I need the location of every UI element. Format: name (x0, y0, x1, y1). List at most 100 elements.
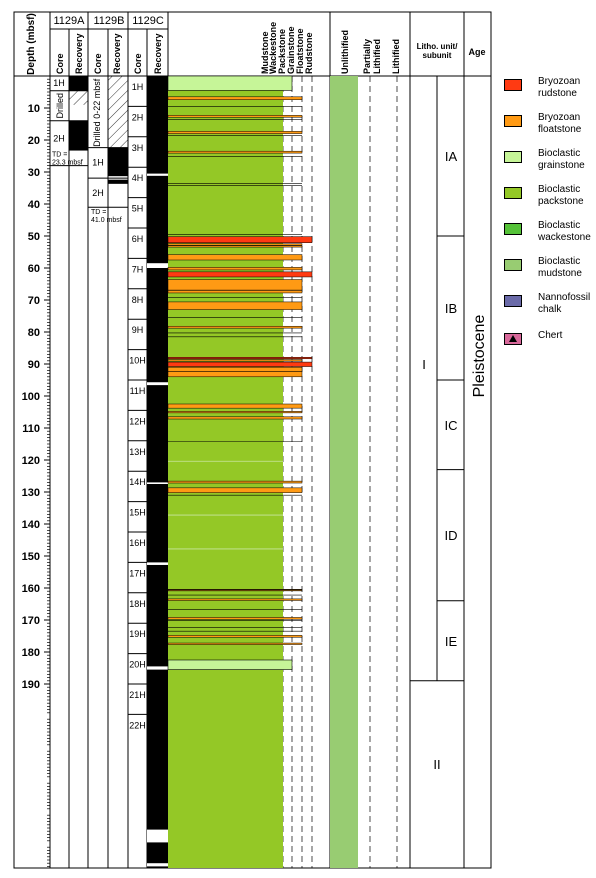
core-label: 1H (92, 157, 104, 167)
rudstone-bed (167, 236, 313, 243)
texture-header-grainstone: Grainstone (286, 26, 296, 74)
subunit-label: IB (445, 301, 457, 316)
rudstone-bed (167, 361, 313, 367)
legend-label: Bioclastic grainstone (538, 148, 585, 171)
legend-item: Bryozoan rudstone (500, 76, 596, 112)
legend-swatch (504, 259, 522, 271)
depth-tick-label: 50 (28, 231, 40, 243)
floatstone-bed (167, 301, 303, 310)
grainstone-bed (167, 659, 293, 670)
legend-swatch (504, 151, 522, 163)
core-label: 15H (129, 508, 146, 518)
recovery-gap (147, 666, 168, 670)
drilled-note: Drilled 0-22 mbsf (92, 78, 102, 147)
lithification-column (330, 76, 398, 868)
core-label: 14H (129, 477, 146, 487)
floatstone-bed (167, 403, 303, 409)
depth-tick-label: 90 (28, 359, 40, 371)
core-label: 7H (132, 264, 144, 274)
legend-swatch (504, 295, 522, 307)
depth-header: Depth (mbsf) (26, 13, 37, 75)
legend-item: Bioclastic packstone (500, 184, 596, 220)
recovery-bar (147, 76, 168, 868)
packstone-interval (168, 80, 283, 869)
core-label: 18H (129, 599, 146, 609)
unlithified-header: Unlithified (340, 30, 350, 74)
texture-header-floatstone: Floatstone (295, 28, 305, 74)
depth-tick-label: 10 (28, 103, 40, 115)
floatstone-bed (167, 267, 303, 271)
legend-item: Chert (500, 330, 596, 366)
core-header-B: Core (93, 53, 103, 74)
core-label: 16H (129, 538, 146, 548)
floatstone-bed (167, 325, 303, 329)
floatstone-bed (167, 359, 303, 362)
floatstone-bed (167, 480, 303, 484)
legend-label: Bioclastic wackestone (538, 220, 591, 243)
floatstone-bed (167, 290, 303, 294)
floatstone-bed (167, 366, 303, 378)
hole-1129B-column: Drilled 0-22 mbsf 1H 2H TD =41.0 mbsf (88, 76, 128, 224)
depth-tick-label: 30 (28, 167, 40, 179)
depth-tick-label: 160 (22, 583, 40, 595)
core-label: 12H (129, 416, 146, 426)
floatstone-bed (167, 598, 303, 601)
core-label: 11H (130, 386, 146, 396)
depth-tick-label: 100 (22, 391, 40, 403)
recovery-header-C: Recovery (153, 33, 163, 74)
legend-swatch (504, 223, 522, 235)
recovery-gap (147, 382, 168, 386)
core-header-A: Core (55, 53, 65, 74)
rudstone-bed (167, 271, 313, 278)
legend-label: Bioclastic packstone (538, 184, 584, 207)
floatstone-bed (167, 150, 303, 154)
depth-tick-label: 70 (28, 295, 40, 307)
floatstone-bed (167, 635, 303, 638)
legend-label: Bioclastic mudstone (538, 256, 582, 279)
recovery-gap (147, 562, 168, 565)
depth-tick-label: 120 (22, 455, 40, 467)
recovery-header-A: Recovery (74, 33, 84, 74)
legend-item: Bioclastic wackestone (500, 220, 596, 256)
rudstone-bed (167, 357, 313, 360)
drilled-interval (69, 90, 88, 105)
core-label: 20H (129, 660, 146, 670)
td-label: 41.0 mbsf (91, 217, 122, 224)
recovery-gap (147, 863, 168, 867)
floatstone-bed (167, 115, 303, 118)
drilled-interval (108, 76, 128, 148)
recovery-header-B: Recovery (112, 33, 122, 74)
floatstone-bed (167, 96, 303, 100)
recovery-gap (147, 482, 168, 484)
floatstone-bed (167, 411, 303, 414)
floatstone-bed (167, 279, 303, 291)
recovery-bar (69, 76, 88, 91)
core-label: 2H (132, 112, 144, 122)
subunit-label: IA (445, 149, 458, 164)
hole-1129C-header: 1129C (132, 15, 164, 27)
floatstone-bed (167, 617, 303, 620)
core-label: 19H (129, 629, 146, 639)
hole-1129A-column: 1H Drilled 2H TD =23.3 mbsf (50, 76, 88, 167)
core-label: 2H (92, 188, 104, 198)
subunit-label: IE (445, 634, 458, 649)
grainstone-bed (167, 75, 293, 91)
core-label: 3H (132, 143, 144, 153)
legend-label: Bryozoan floatstone (538, 112, 582, 135)
core-label: 1H (132, 82, 144, 92)
legend-item: Bioclastic mudstone (500, 256, 596, 292)
lithology-legend: Bryozoan rudstone Bryozoan floatstone Bioc… (500, 76, 596, 366)
core-label: 9H (132, 325, 144, 335)
texture-header-packstone: Packstone (277, 29, 287, 74)
subunit-label: ID (445, 528, 458, 543)
recovery-bar (108, 179, 128, 184)
core-label: 17H (129, 568, 146, 578)
legend-item: Bioclastic grainstone (500, 148, 596, 184)
depth-axis: 10 20 30 40 50 60 70 80 90 100 110 120 130 140 150 160 1… (22, 78, 50, 867)
depth-tick-label: 20 (28, 135, 40, 147)
legend-swatch (504, 187, 522, 199)
depth-tick-label: 110 (22, 423, 40, 435)
floatstone-bed (167, 254, 303, 261)
hole-1129A-header: 1129A (54, 15, 86, 27)
legend-label: Bryozoan rudstone (538, 76, 581, 99)
